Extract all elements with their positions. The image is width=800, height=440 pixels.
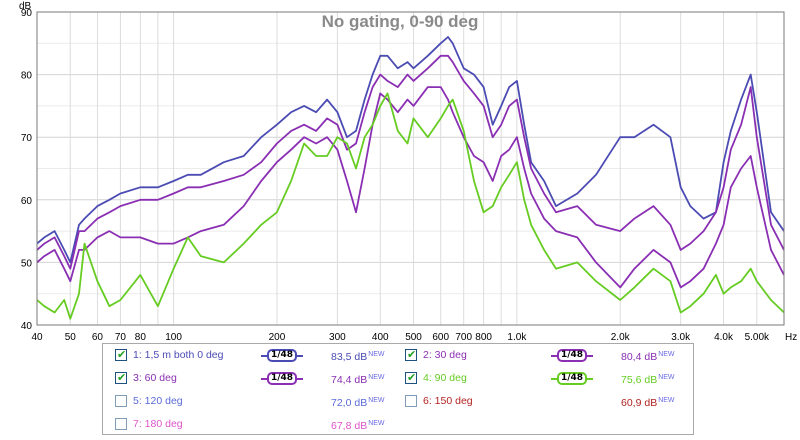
y-tick-label: 40	[21, 321, 33, 332]
level-value-4: 75,6 dB	[621, 374, 658, 386]
legend-level-5: 72,0 dBNEW	[331, 391, 385, 413]
smoothing-badge-4[interactable]: 1/48	[551, 372, 593, 385]
smoothing-text-2: 1/48	[560, 350, 584, 360]
series-lines	[37, 36, 784, 320]
legend-level-1: 83,5 dBNEW	[331, 345, 385, 367]
level-tag-6: NEW	[658, 397, 675, 404]
x-tick-label: 400	[372, 332, 389, 340]
legend-checkbox-3[interactable]	[115, 368, 127, 388]
level-tag-1: NEW	[368, 351, 385, 358]
legend-label-1: 1: 1,5 m both 0 deg	[133, 349, 224, 361]
legend-checkbox-6[interactable]	[405, 395, 417, 407]
x-tick-label: 5,00k	[745, 332, 770, 340]
legend-level-4: 75,6 dBNEW	[621, 368, 675, 390]
plot-frame	[36, 11, 785, 326]
legend-level-7: 67,8 dBNEW	[331, 414, 385, 436]
x-tick-label: 100	[165, 332, 182, 340]
level-tag-3: NEW	[368, 374, 385, 381]
smoothing-text-4: 1/48	[560, 373, 584, 383]
frequency-response-chart[interactable]: No gating, 0-90 deg dB 40 50 60 70 80 90 40 50…	[0, 0, 800, 340]
legend-item-7[interactable]: 7: 180 deg 67,8 dBNEW	[109, 415, 399, 435]
legend-item-2[interactable]: 2: 30 deg 1/48 80,4 dBNEW	[399, 345, 689, 367]
x-tick-label: 2,0k	[611, 332, 631, 340]
level-value-3: 74,4 dB	[331, 374, 368, 386]
chart-title: No gating, 0-90 deg	[322, 12, 479, 31]
smoothing-text-1: 1/48	[270, 350, 294, 360]
legend-item-6[interactable]: 6: 150 deg 60,9 dBNEW	[399, 392, 689, 412]
legend-item-5[interactable]: 5: 120 deg 72,0 dBNEW	[109, 392, 399, 412]
x-tick-label: 500	[405, 332, 422, 340]
level-tag-5: NEW	[368, 397, 385, 404]
level-tag-4: NEW	[658, 374, 675, 381]
y-tick-label: 50	[21, 258, 33, 269]
legend-panel: 1: 1,5 m both 0 deg 1/48 83,5 dBNEW 2: 3…	[102, 343, 694, 435]
legend-level-6: 60,9 dBNEW	[621, 391, 675, 413]
y-tick-label: 90	[21, 8, 33, 19]
grid	[36, 11, 784, 326]
x-axis-unit-label: Hz	[785, 332, 797, 340]
legend-checkbox-7[interactable]	[115, 418, 127, 430]
x-tick-label: 1,0k	[507, 332, 527, 340]
y-tick-label: 80	[21, 71, 33, 82]
y-tick-label: 70	[21, 133, 33, 144]
legend-label-5: 5: 120 deg	[133, 395, 183, 407]
legend-item-3[interactable]: 3: 60 deg 1/48 74,4 dBNEW	[109, 368, 399, 390]
series-line-4	[37, 92, 784, 320]
x-tick-label: 3,0k	[671, 332, 691, 340]
x-tick-label: 700	[455, 332, 472, 340]
y-axis-ticks: 40 50 60 70 80 90	[21, 8, 33, 332]
x-tick-label: 70	[115, 332, 127, 340]
x-tick-label: 800	[475, 332, 492, 340]
x-axis-ticks: 40 50 60 70 80 100 200 300 400 500 600 700 800 1,0k 2,…	[31, 332, 770, 340]
legend-label-6: 6: 150 deg	[423, 395, 473, 407]
level-value-6: 60,9 dB	[621, 397, 658, 409]
smoothing-badge-2[interactable]: 1/48	[551, 349, 593, 362]
x-tick-label: 4,0k	[714, 332, 734, 340]
smoothing-badge-1[interactable]: 1/48	[261, 349, 303, 362]
y-tick-label: 60	[21, 196, 33, 207]
legend-level-3: 74,4 dBNEW	[331, 368, 385, 390]
legend-label-3: 3: 60 deg	[133, 372, 177, 384]
smoothing-badge-3[interactable]: 1/48	[261, 372, 303, 385]
series-line-3	[37, 86, 784, 289]
legend-checkbox-1[interactable]	[115, 345, 127, 365]
legend-label-4: 4: 90 deg	[423, 372, 467, 384]
legend-checkbox-5[interactable]	[115, 395, 127, 407]
legend-item-4[interactable]: 4: 90 deg 1/48 75,6 dBNEW	[399, 368, 689, 390]
level-tag-2: NEW	[658, 351, 675, 358]
x-tick-label: 80	[135, 332, 147, 340]
x-tick-label: 200	[269, 332, 286, 340]
level-value-7: 67,8 dB	[331, 420, 368, 432]
level-value-1: 83,5 dB	[331, 351, 368, 363]
legend-checkbox-2[interactable]	[405, 345, 417, 365]
x-tick-label: 300	[329, 332, 346, 340]
legend-label-7: 7: 180 deg	[133, 418, 183, 430]
legend-item-1[interactable]: 1: 1,5 m both 0 deg 1/48 83,5 dBNEW	[109, 345, 399, 367]
legend-level-2: 80,4 dBNEW	[621, 345, 675, 367]
x-tick-label: 40	[31, 332, 43, 340]
level-tag-7: NEW	[368, 420, 385, 427]
series-line-2	[37, 54, 784, 270]
x-tick-label: 600	[432, 332, 449, 340]
legend-checkbox-4[interactable]	[405, 368, 417, 388]
series-line-1	[37, 36, 784, 264]
level-value-2: 80,4 dB	[621, 351, 658, 363]
x-tick-label: 60	[92, 332, 104, 340]
level-value-5: 72,0 dB	[331, 397, 368, 409]
x-tick-label: 50	[65, 332, 77, 340]
legend-label-2: 2: 30 deg	[423, 349, 467, 361]
y-axis-unit-label: dB	[19, 1, 32, 12]
smoothing-text-3: 1/48	[270, 373, 294, 383]
